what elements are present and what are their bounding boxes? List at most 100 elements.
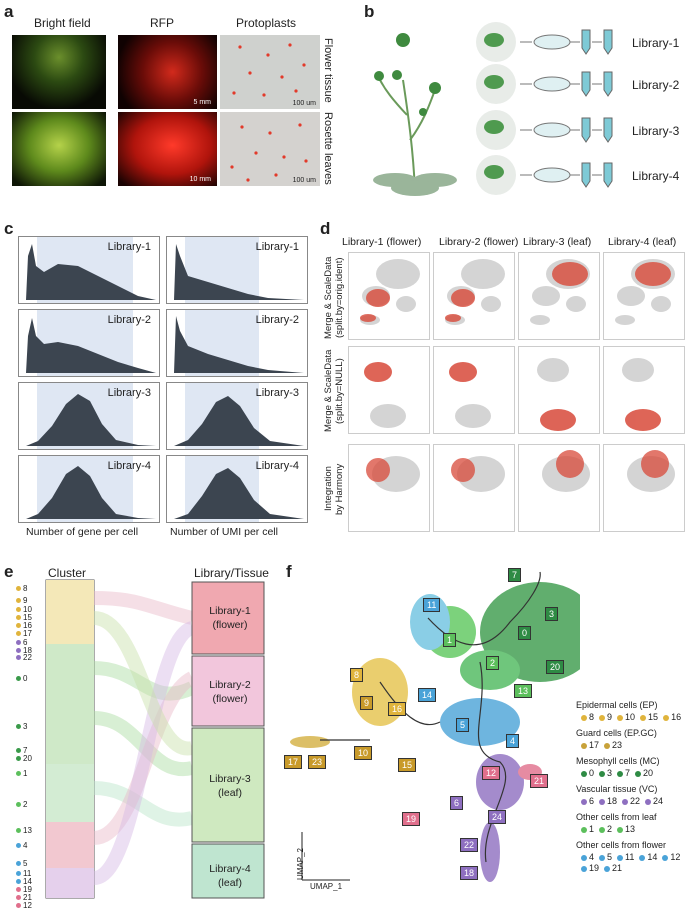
b-library-4: Library-4 <box>632 169 680 183</box>
bright-field-leaf-image <box>12 112 106 186</box>
hist-gene-lib4: Library-4 <box>18 455 160 523</box>
legend-color-dot <box>599 854 606 861</box>
legend-color-dot <box>599 714 606 721</box>
cluster-color-dot <box>16 748 21 753</box>
legend-cluster-id: 19 <box>589 863 600 873</box>
umap-r1-c1 <box>348 252 430 340</box>
cluster-id: 17 <box>23 629 32 638</box>
e-library-3-name: Library-3 <box>209 773 251 785</box>
cluster-id: 6 <box>23 638 28 647</box>
cluster-label-list: 8 9 10 15 16 17 6 18 22 0 3 7 20 1 2 13 4 5 11 14 19 21 12 <box>16 580 46 910</box>
legend-cluster-id: 21 <box>612 863 623 873</box>
hist-umi-lib2: Library-2 <box>166 309 308 377</box>
legend-color-dot <box>581 826 587 833</box>
cluster-color-dot <box>16 631 21 636</box>
xlabel-umi: Number of UMI per cell <box>170 526 278 538</box>
legend-cluster-id: 7 <box>625 768 631 778</box>
legend-color-dot <box>604 865 611 872</box>
umap-r2-c4 <box>603 346 685 434</box>
hist-library-label: Library-4 <box>107 460 151 472</box>
d-header-lib4: Library-4 (leaf) <box>608 236 677 248</box>
cluster-label: 10 <box>16 605 32 614</box>
protoplast-flower-image: 100 um <box>220 35 320 109</box>
legend-cluster-id: 13 <box>625 824 636 834</box>
legend-color-dot <box>581 742 587 749</box>
cluster-label: 5 <box>16 859 27 868</box>
xlabel-gene: Number of gene per cell <box>26 526 139 538</box>
cluster-color-dot <box>16 724 21 729</box>
hist-library-label: Library-2 <box>255 314 299 326</box>
cluster-id: 11 <box>23 869 32 878</box>
cluster-label: 1 <box>16 769 27 778</box>
legend-cluster-id: 11 <box>625 852 635 862</box>
legend-cluster-id: 15 <box>648 712 659 722</box>
legend-color-dot <box>599 826 606 833</box>
cluster-label: 8 <box>16 584 27 593</box>
cluster-id: 1 <box>23 769 28 778</box>
panel-letter-f: f <box>286 562 292 581</box>
umap-r1-c3 <box>518 252 600 340</box>
cluster-label: 7 <box>16 746 27 755</box>
d-header-lib1: Library-1 (flower) <box>342 236 422 248</box>
b-library-1: Library-1 <box>632 36 680 50</box>
hist-library-label: Library-1 <box>255 241 299 253</box>
cluster-id: 12 <box>23 901 32 910</box>
scale-bar-label: 100 um <box>292 177 316 184</box>
cluster-label: 22 <box>16 653 32 662</box>
cluster-color-dot <box>16 828 21 833</box>
scale-bar-label: 5 mm <box>193 99 212 106</box>
d-header-lib2: Library-2 (flower) <box>439 236 519 248</box>
legend-color-dot <box>617 826 624 833</box>
d-row-label-2: Merge & ScaleData (split.by=NULL) <box>322 348 346 434</box>
hist-gene-lib2: Library-2 <box>18 309 160 377</box>
row-label-flower: Flower tissue <box>322 38 334 103</box>
header-bright-field: Bright field <box>34 16 91 30</box>
legend-cluster-id: 9 <box>607 712 613 722</box>
cluster-label: 11 <box>16 869 31 878</box>
cluster-color-dot <box>16 648 21 653</box>
legend-cluster-id: 8 <box>589 712 595 722</box>
hist-library-label: Library-3 <box>107 387 151 399</box>
cluster-label: 3 <box>16 722 27 731</box>
legend-cluster-id: 1 <box>589 824 595 834</box>
legend-items-row: 8 9 10 15 16 <box>576 712 681 722</box>
panel-letter-b: b <box>364 2 375 21</box>
cluster-label: 13 <box>16 826 32 835</box>
arabidopsis-plant-illustration <box>373 33 457 196</box>
d-row-label-3-line2: by Harmony <box>334 463 345 515</box>
cluster-color-dot <box>16 676 21 681</box>
legend-group-title: Other cells from flower <box>576 840 667 850</box>
legend-cluster-id: 12 <box>670 852 681 862</box>
hist-library-label: Library-3 <box>255 387 299 399</box>
e-library-2-tissue: (flower) <box>212 693 248 705</box>
legend-color-dot <box>599 770 606 777</box>
d-row-label-2-line1: Merge & ScaleData <box>323 349 334 433</box>
alluvial-diagram <box>45 579 265 899</box>
cluster-id: 22 <box>23 653 32 662</box>
cluster-color-dot <box>16 655 21 660</box>
cluster-color-dot <box>16 895 21 900</box>
legend-color-dot <box>622 798 629 805</box>
legend-cluster-id: 4 <box>589 852 595 862</box>
cluster-color-dot <box>16 903 21 908</box>
cluster-id: 21 <box>23 893 32 902</box>
cluster-color-dot <box>16 598 21 603</box>
panel-letter-e: e <box>4 562 14 581</box>
legend-color-dot <box>581 770 587 777</box>
legend-color-dot <box>581 854 587 861</box>
cluster-id: 15 <box>23 613 32 622</box>
cluster-id: 14 <box>23 877 32 886</box>
rfp-leaf-image: 10 mm <box>118 112 217 186</box>
cluster-color-dot <box>16 756 21 761</box>
legend-group-title: Mesophyll cells (MC) <box>576 756 660 766</box>
legend-cluster-id: 3 <box>607 768 613 778</box>
rfp-flower-image: 5 mm <box>118 35 217 109</box>
panel-letter-d: d <box>320 219 331 238</box>
hist-library-label: Library-2 <box>107 314 151 326</box>
protoplast-dots <box>230 43 308 182</box>
cluster-id: 0 <box>23 674 28 683</box>
legend-cluster-id: 5 <box>607 852 613 862</box>
umap-axis-y: UMAP_2 <box>296 848 305 881</box>
cluster-label: 4 <box>16 841 27 850</box>
umap-r1-c2 <box>433 252 515 340</box>
